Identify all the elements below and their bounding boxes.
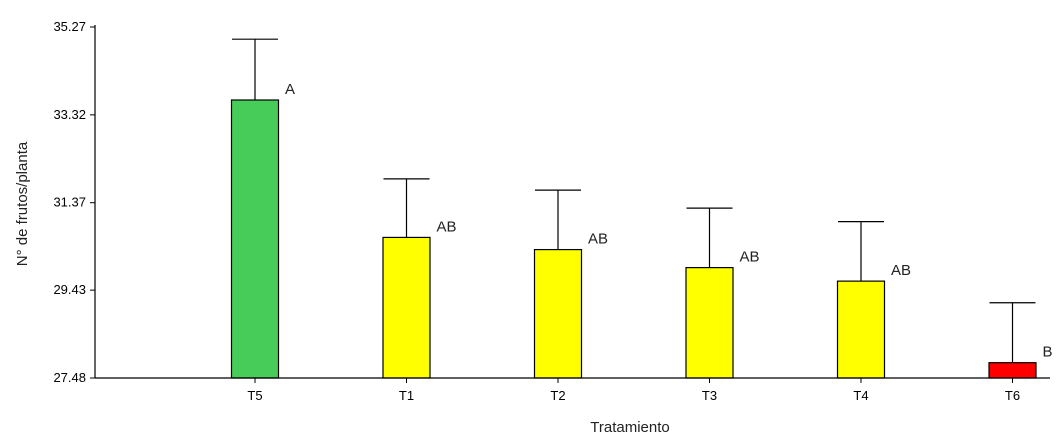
y-tick-label: 35.27 [53,19,86,34]
significance-labels: A AB AB AB AB B [285,81,1053,361]
bar-t6 [988,362,1037,379]
significance-label-t4: AB [891,262,911,279]
y-tick-label: 31.37 [53,195,86,210]
x-tick-label-t2: T2 [550,388,565,403]
y-tick-label: 29.43 [53,282,86,297]
x-axis-title: Tratamiento [590,419,669,436]
bar-t5 [230,99,280,379]
significance-label-t1: AB [437,218,457,235]
x-tick-label-t3: T3 [702,388,717,403]
y-axis-ticks: 27.48 29.43 31.37 33.32 35.27 [53,19,95,385]
x-tick-label-t1: T1 [399,388,414,403]
x-axis-ticks: T5 T1 T2 T3 T4 T6 [247,378,1020,403]
y-axis-title: N° de frutos/planta [14,141,31,266]
significance-label-t3: AB [740,249,760,266]
bar-t2 [533,248,583,379]
x-tick-label-t4: T4 [853,388,868,403]
significance-label-t2: AB [588,231,608,248]
x-tick-label-t5: T5 [247,388,262,403]
error-bars [232,38,1036,363]
bar-t4 [836,280,886,379]
x-tick-label-t6: T6 [1005,388,1020,403]
significance-label-t5: A [285,81,295,98]
y-tick-label: 33.32 [53,107,86,122]
bar-t3 [685,267,734,379]
bars [230,99,1037,379]
significance-label-t6: B [1043,344,1053,361]
bar-t1 [382,236,431,379]
y-tick-label: 27.48 [53,370,86,385]
